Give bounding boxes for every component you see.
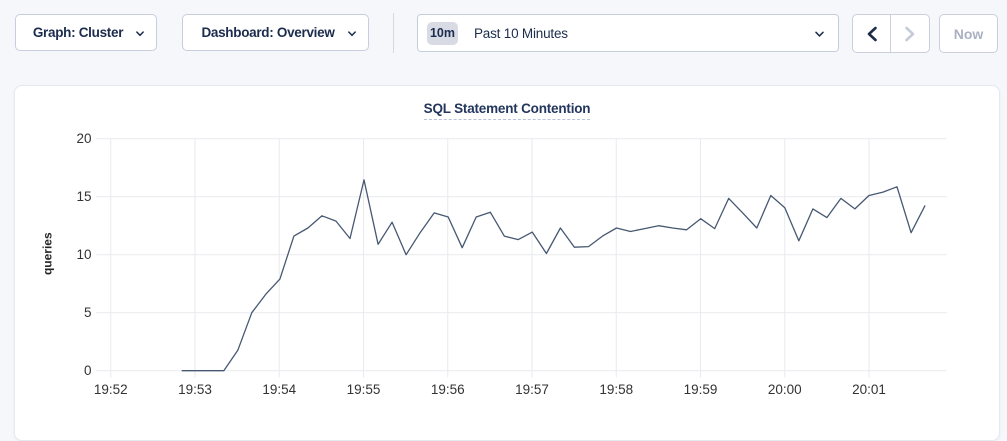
svg-text:0: 0	[84, 363, 92, 378]
svg-text:19:52: 19:52	[94, 382, 128, 397]
svg-text:queries: queries	[41, 232, 55, 275]
svg-text:15: 15	[76, 189, 91, 204]
svg-text:10: 10	[76, 247, 91, 262]
svg-text:19:54: 19:54	[262, 382, 296, 397]
svg-text:20:00: 20:00	[768, 382, 802, 397]
svg-text:19:55: 19:55	[347, 382, 381, 397]
svg-text:19:58: 19:58	[599, 382, 633, 397]
svg-text:19:53: 19:53	[178, 382, 212, 397]
svg-text:5: 5	[84, 305, 92, 320]
svg-text:19:57: 19:57	[515, 382, 549, 397]
svg-text:19:59: 19:59	[684, 382, 718, 397]
svg-text:19:56: 19:56	[431, 382, 465, 397]
svg-text:20:01: 20:01	[852, 382, 886, 397]
svg-text:20: 20	[76, 131, 91, 146]
